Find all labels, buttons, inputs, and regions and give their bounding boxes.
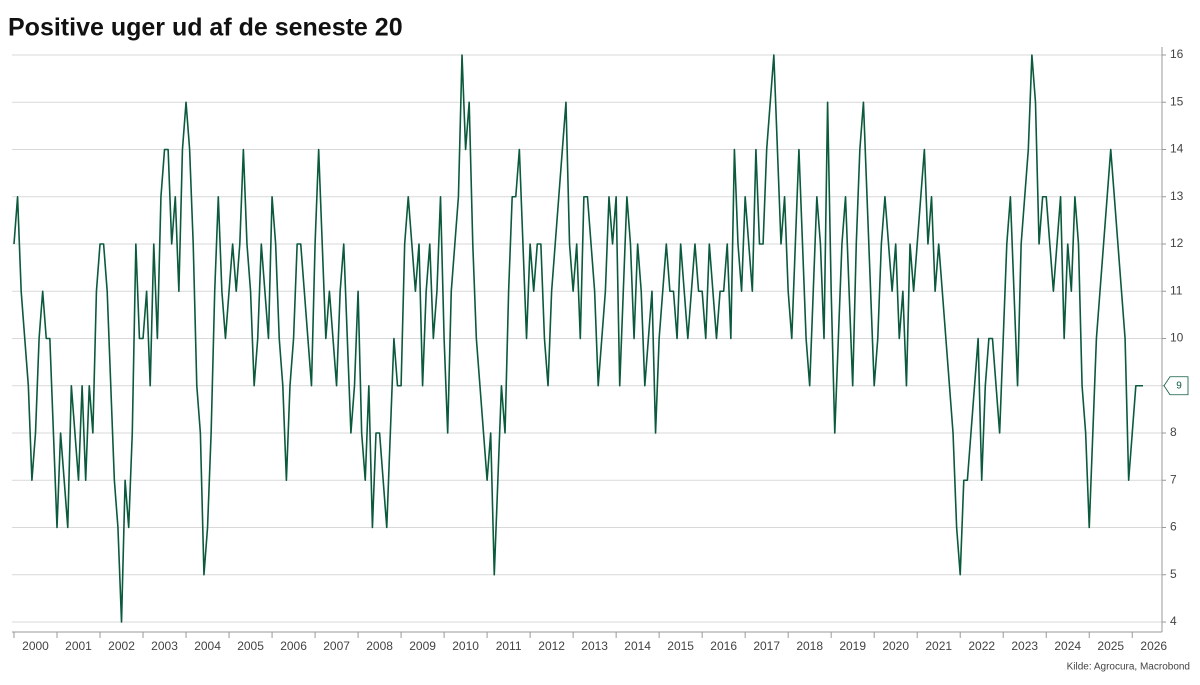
x-tick-label: 2007 xyxy=(323,639,350,653)
x-tick-label: 2013 xyxy=(581,639,608,653)
x-tick-label: 2017 xyxy=(753,639,780,653)
x-tick-label: 2004 xyxy=(194,639,221,653)
y-tick-label: 12 xyxy=(1170,236,1184,250)
x-tick-label: 2022 xyxy=(968,639,995,653)
x-tick-label: 2023 xyxy=(1011,639,1038,653)
chart-title: Positive uger ud af de seneste 20 xyxy=(8,14,403,42)
x-tick-label: 2005 xyxy=(237,639,264,653)
x-tick-label: 2001 xyxy=(65,639,92,653)
x-tick-label: 2008 xyxy=(366,639,393,653)
x-tick-label: 2010 xyxy=(452,639,479,653)
y-tick-label: 14 xyxy=(1170,142,1184,156)
x-tick-label: 2024 xyxy=(1054,639,1081,653)
x-tick-label: 2020 xyxy=(882,639,909,653)
y-tick-label: 8 xyxy=(1170,425,1177,439)
data-line xyxy=(13,54,1143,623)
x-tick-label: 2019 xyxy=(839,639,866,653)
y-tick-label: 11 xyxy=(1170,283,1183,297)
x-tick-label: 2015 xyxy=(667,639,694,653)
source: Kilde: Agrocura, Macrobond xyxy=(1067,662,1190,673)
last-value-box xyxy=(1163,376,1189,396)
y-tick-label: 5 xyxy=(1170,567,1177,581)
x-tick-label: 2011 xyxy=(496,639,522,653)
x-tick-label: 2018 xyxy=(796,639,823,653)
y-tick-label: 15 xyxy=(1170,94,1184,108)
x-tick-label: 2016 xyxy=(710,639,737,653)
y-tick-label: 13 xyxy=(1170,189,1184,203)
last-value-label: 9 xyxy=(1176,380,1182,391)
y-tick-label: 6 xyxy=(1170,520,1177,534)
y-tick-label: 7 xyxy=(1170,472,1177,486)
x-tick-label: 2002 xyxy=(108,639,135,653)
x-tick-label: 2014 xyxy=(624,639,651,653)
x-tick-label: 2006 xyxy=(280,639,307,653)
x-tick-label: 2025 xyxy=(1097,639,1124,653)
y-tick-label: 4 xyxy=(1170,614,1177,628)
x-tick-label: 2012 xyxy=(538,639,565,653)
x-tick-label: 2021 xyxy=(925,639,952,653)
y-tick-label: 10 xyxy=(1170,331,1184,345)
y-tick-label: 16 xyxy=(1170,47,1184,61)
x-tick-label: 2000 xyxy=(22,639,49,653)
x-tick-label: 2003 xyxy=(151,639,178,653)
x-tick-label: 2009 xyxy=(409,639,436,653)
x-tick-label: 2026 xyxy=(1140,639,1167,653)
